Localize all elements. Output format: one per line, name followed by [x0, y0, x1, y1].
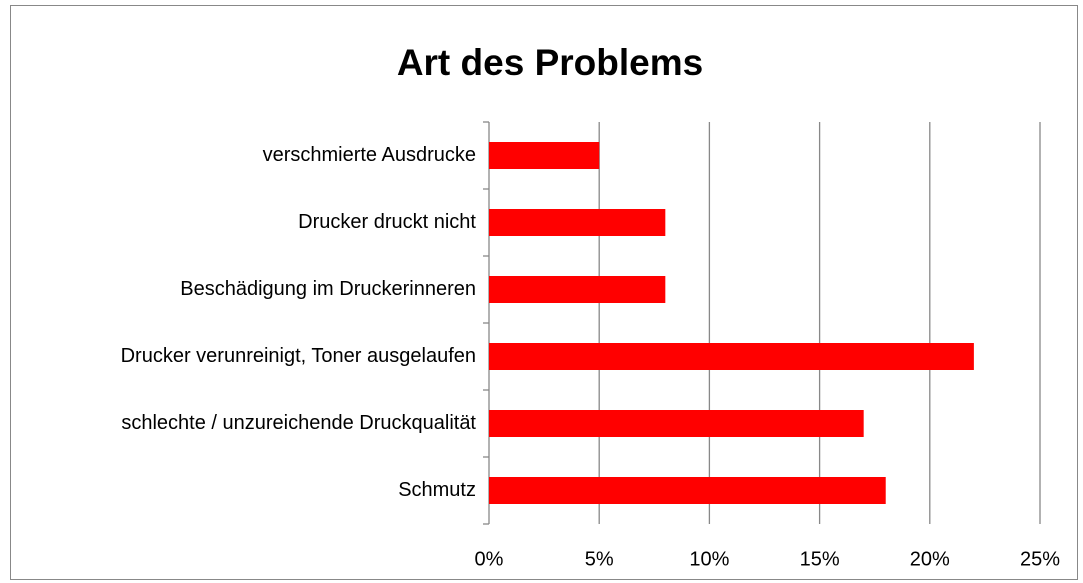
x-tick-label: 25%	[1020, 548, 1060, 570]
y-tick-label: Beschädigung im Druckerinneren	[180, 278, 476, 300]
bar	[489, 410, 864, 437]
bar	[489, 477, 886, 504]
x-tick-label: 20%	[910, 548, 950, 570]
y-tick-label: Schmutz	[398, 479, 476, 501]
x-tick-label: 5%	[585, 548, 614, 570]
bar	[489, 209, 666, 236]
bar	[489, 142, 600, 169]
y-tick-label: schlechte / unzureichende Druckqualität	[121, 412, 476, 434]
y-tick-label: Drucker druckt nicht	[298, 211, 476, 233]
bar	[489, 276, 666, 303]
x-tick-label: 0%	[475, 548, 504, 570]
chart-title: Art des Problems	[397, 42, 703, 83]
y-tick-label: verschmierte Ausdrucke	[263, 144, 476, 166]
y-tick-label: Drucker verunreinigt, Toner ausgelaufen	[121, 345, 476, 367]
x-tick-label: 10%	[689, 548, 729, 570]
bar	[489, 343, 974, 370]
x-tick-label: 15%	[800, 548, 840, 570]
